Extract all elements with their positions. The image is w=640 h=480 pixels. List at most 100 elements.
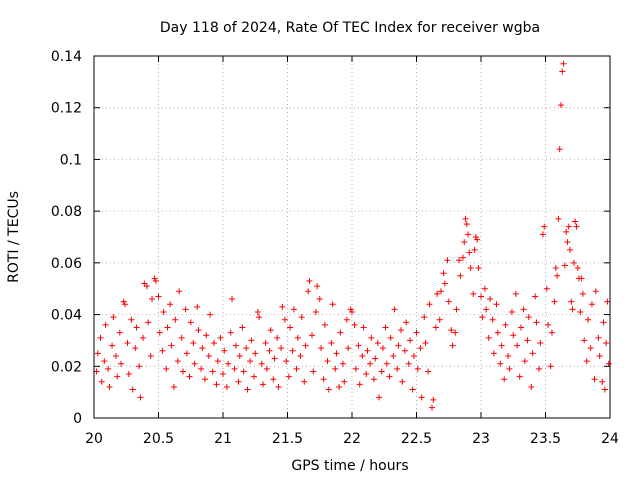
data-point	[105, 365, 112, 372]
data-point	[583, 358, 590, 365]
data-point	[537, 340, 544, 347]
x-tick-label: 20.5	[143, 431, 174, 447]
grid-lines	[94, 56, 610, 418]
y-tick-label: 0.08	[51, 204, 82, 220]
data-point	[232, 342, 239, 349]
data-point	[152, 277, 159, 284]
data-point	[267, 327, 274, 334]
y-axis-label: ROTI / TECUs	[6, 191, 22, 283]
data-point	[112, 352, 119, 359]
x-axis-label: GPS time / hours	[291, 458, 408, 474]
data-point	[436, 316, 443, 323]
data-point	[114, 373, 121, 380]
data-point	[121, 301, 128, 308]
data-point	[501, 376, 508, 383]
data-point	[227, 329, 234, 336]
data-point	[395, 342, 402, 349]
data-point	[428, 404, 435, 411]
data-point	[178, 334, 185, 341]
data-point	[214, 358, 221, 365]
data-point	[279, 303, 286, 310]
data-point	[207, 311, 214, 318]
data-point	[98, 378, 105, 385]
x-tick-label: 21.5	[272, 431, 303, 447]
data-point	[578, 275, 585, 282]
data-point	[367, 360, 374, 367]
data-point	[414, 365, 421, 372]
data-point	[205, 352, 212, 359]
data-point	[368, 334, 375, 341]
data-point	[339, 360, 346, 367]
data-point	[489, 316, 496, 323]
data-point	[210, 340, 217, 347]
data-point	[244, 386, 251, 393]
data-point	[520, 306, 527, 313]
data-point	[136, 363, 143, 370]
data-point	[258, 360, 265, 367]
data-point	[604, 298, 611, 305]
data-point	[293, 365, 300, 372]
data-point	[434, 290, 441, 297]
data-point	[275, 383, 282, 390]
data-point	[231, 365, 238, 372]
data-point	[407, 337, 414, 344]
data-point	[425, 368, 432, 375]
data-point	[398, 327, 405, 334]
data-point	[506, 365, 513, 372]
data-point	[403, 319, 410, 326]
data-point	[147, 352, 154, 359]
data-point	[159, 347, 166, 354]
data-point	[294, 334, 301, 341]
data-point	[564, 239, 571, 246]
data-point	[170, 383, 177, 390]
data-point	[174, 358, 181, 365]
data-point	[459, 254, 466, 261]
data-point	[306, 277, 313, 284]
data-point	[577, 308, 584, 315]
data-point	[116, 329, 123, 336]
data-point	[163, 365, 170, 372]
data-point	[309, 332, 316, 339]
data-point	[572, 218, 579, 225]
data-point	[137, 394, 144, 401]
data-point	[533, 319, 540, 326]
data-point	[229, 296, 236, 303]
data-point	[172, 316, 179, 323]
data-point	[235, 378, 242, 385]
data-point	[456, 257, 463, 264]
data-point	[243, 345, 250, 352]
data-point	[444, 257, 451, 264]
data-point	[262, 340, 269, 347]
data-point	[379, 345, 386, 352]
data-point	[555, 215, 562, 222]
data-point	[528, 383, 535, 390]
y-tick-label: 0.02	[51, 359, 82, 375]
data-point	[483, 306, 490, 313]
data-point	[281, 316, 288, 323]
data-point	[239, 324, 246, 331]
data-point	[285, 373, 292, 380]
data-point	[320, 376, 327, 383]
data-point	[378, 368, 385, 375]
data-point	[498, 342, 505, 349]
data-point	[274, 334, 281, 341]
data-point	[466, 249, 473, 256]
data-point	[97, 334, 104, 341]
data-point	[289, 347, 296, 354]
x-tick-label: 20	[85, 431, 103, 447]
data-point	[141, 280, 148, 287]
data-point	[213, 381, 220, 388]
data-point	[155, 293, 162, 300]
data-point	[248, 337, 255, 344]
data-point	[183, 350, 190, 357]
data-point	[391, 306, 398, 313]
data-point	[337, 329, 344, 336]
data-point	[349, 308, 355, 315]
data-point	[474, 236, 481, 243]
data-point	[493, 301, 500, 308]
data-point	[463, 221, 470, 228]
data-point	[168, 342, 175, 349]
data-point	[405, 360, 412, 367]
data-point	[432, 324, 439, 331]
